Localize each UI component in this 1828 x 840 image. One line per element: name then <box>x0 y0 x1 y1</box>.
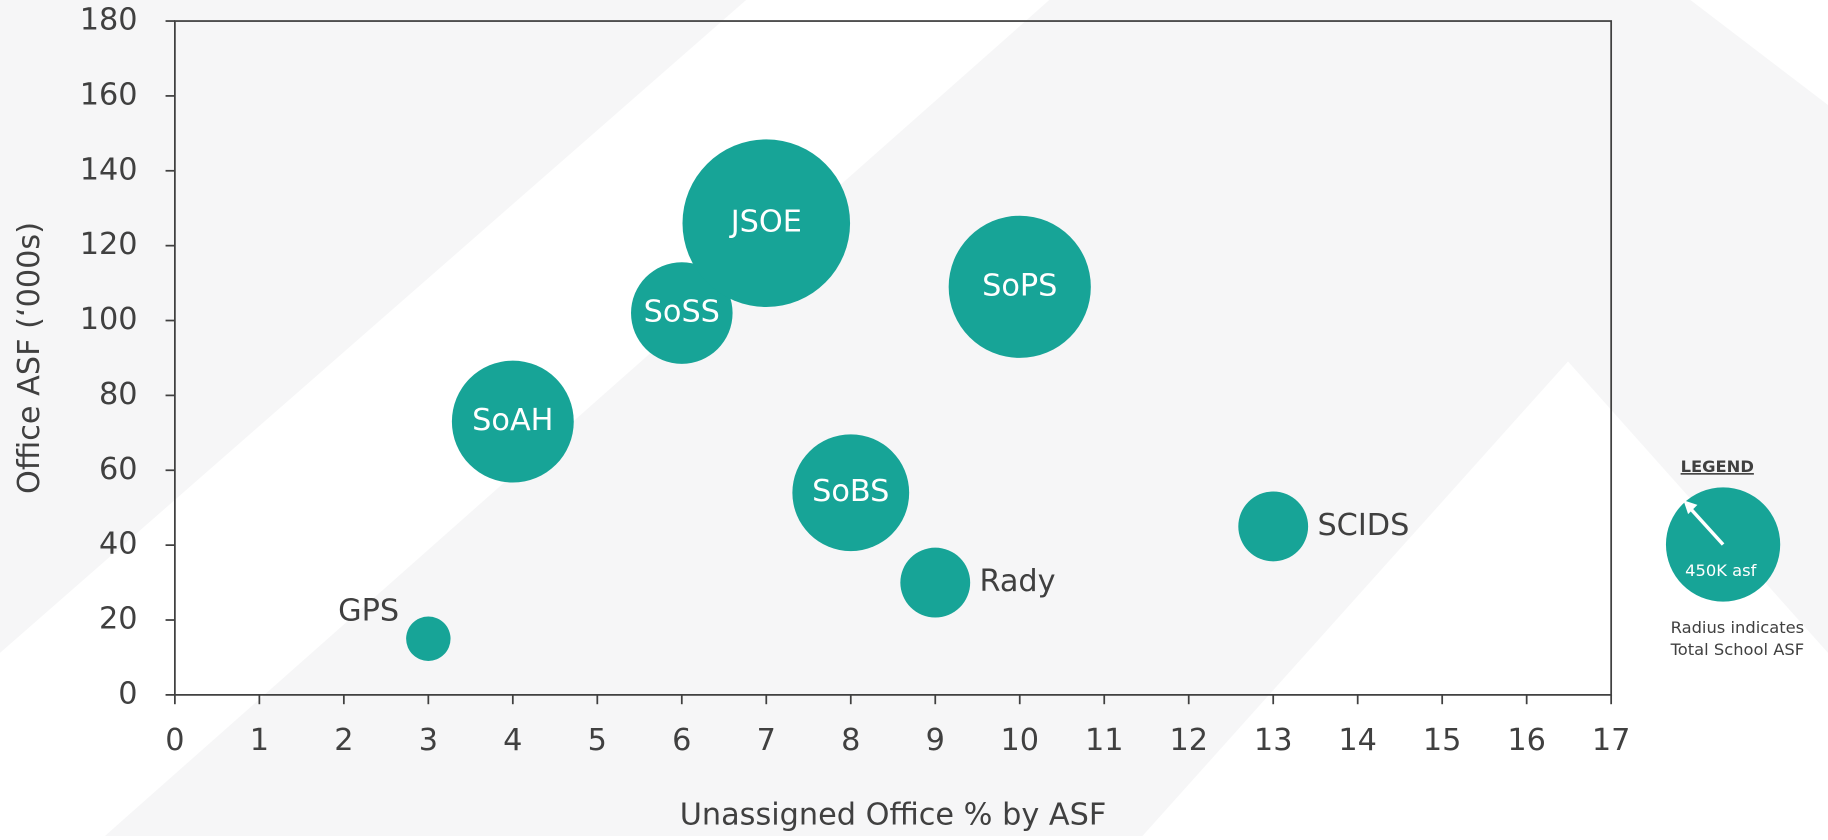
y-tick-label: 140 <box>80 152 138 187</box>
x-tick-label: 17 <box>1592 723 1631 758</box>
x-tick-label: 0 <box>165 723 184 758</box>
y-tick-label: 180 <box>80 3 138 38</box>
bubble <box>1238 492 1308 562</box>
x-tick-label: 10 <box>1000 723 1039 758</box>
legend-note: Radius indicates <box>1671 618 1805 637</box>
bubble-label: GPS <box>338 593 399 628</box>
x-tick-label: 9 <box>926 723 945 758</box>
bubble-label: SoBS <box>812 474 889 509</box>
y-tick-label: 120 <box>80 227 138 262</box>
bubble-label: SoSS <box>644 295 720 330</box>
x-tick-label: 3 <box>419 723 438 758</box>
y-tick-label: 160 <box>80 77 138 112</box>
legend-note: Total School ASF <box>1670 640 1805 659</box>
y-tick-label: 60 <box>99 452 138 487</box>
y-tick-label: 40 <box>99 527 138 562</box>
bubble <box>900 548 970 618</box>
legend-title: LEGEND <box>1681 457 1754 476</box>
x-tick-label: 7 <box>757 723 776 758</box>
x-tick-label: 13 <box>1254 723 1293 758</box>
x-tick-label: 1 <box>250 723 269 758</box>
y-tick-label: 100 <box>80 302 138 337</box>
y-tick-label: 80 <box>99 377 138 412</box>
y-tick-label: 0 <box>118 676 137 711</box>
x-tick-label: 5 <box>588 723 607 758</box>
x-tick-label: 14 <box>1338 723 1377 758</box>
bubble-label: SCIDS <box>1317 508 1409 543</box>
x-tick-label: 2 <box>334 723 353 758</box>
x-tick-label: 8 <box>841 723 860 758</box>
x-tick-label: 16 <box>1507 723 1546 758</box>
x-tick-label: 4 <box>503 723 522 758</box>
legend-size-label: 450K asf <box>1685 561 1758 580</box>
bubble-label: SoPS <box>982 268 1057 303</box>
bubble-label: JSOE <box>729 205 802 240</box>
x-tick-label: 12 <box>1169 723 1208 758</box>
y-axis-title: Office ASF (‘000s) <box>12 222 47 494</box>
x-tick-label: 11 <box>1085 723 1124 758</box>
x-axis-title: Unassigned Office % by ASF <box>680 798 1107 833</box>
bubble-label: Rady <box>979 564 1055 599</box>
y-tick-label: 20 <box>99 602 138 637</box>
bubble-label: SoAH <box>472 403 553 438</box>
x-tick-label: 6 <box>672 723 691 758</box>
bubble <box>406 617 450 661</box>
x-tick-label: 15 <box>1423 723 1462 758</box>
